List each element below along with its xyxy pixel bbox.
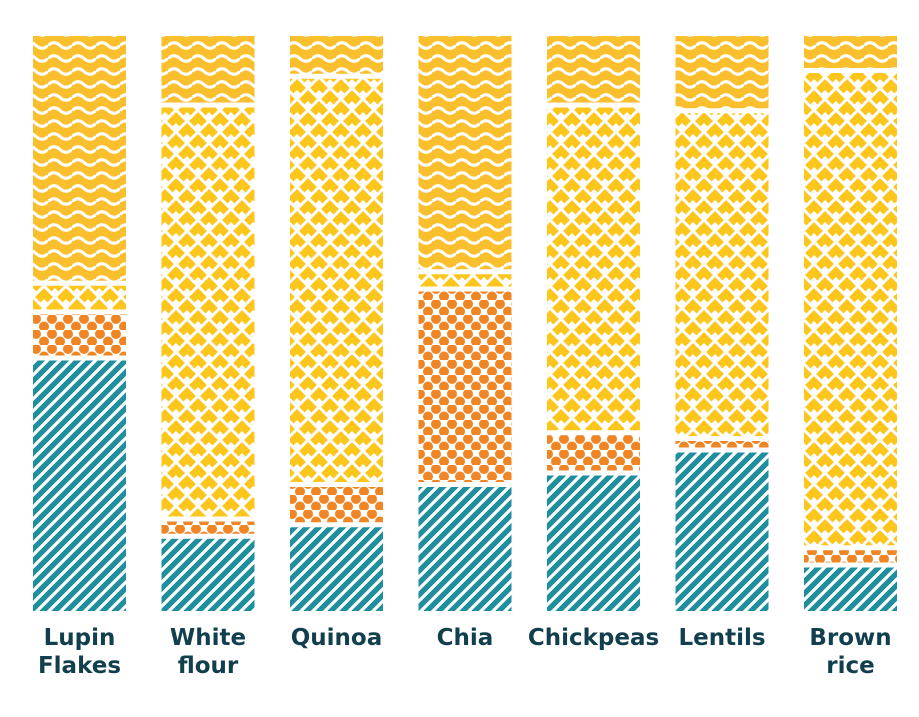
- bar-white-flour: [161, 36, 255, 611]
- bar-lentils: [675, 36, 769, 611]
- category-label-lentils: Lentils: [678, 625, 765, 651]
- bar-segment-waves-white-flour: [161, 36, 255, 103]
- category-label-brown-rice: Brown rice: [809, 625, 891, 679]
- category-label-chickpeas: Chickpeas: [528, 625, 659, 651]
- bar-segment-dots-white-flour: [161, 521, 255, 534]
- bar-segment-waves-chia: [418, 36, 512, 270]
- category-label-chia: Chia: [437, 625, 494, 651]
- category-labels: Lupin Flakes White flour Quinoa Chia Chickpeas…: [38, 625, 892, 679]
- bar-segment-dots-lentils: [675, 441, 769, 448]
- bar-segment-diamonds-chickpeas: [547, 107, 640, 431]
- bar-segment-diagonal-stripes-white-flour: [161, 538, 255, 611]
- bar-segment-diagonal-stripes-chia: [418, 487, 512, 611]
- bar-segment-diagonal-stripes-chickpeas: [547, 475, 640, 611]
- bar-segment-diagonal-stripes-lentils: [675, 452, 769, 611]
- bar-segment-diamonds-chia: [418, 274, 512, 287]
- bar-chia: [418, 36, 512, 611]
- bar-segment-diagonal-stripes-lupin-flakes: [33, 360, 126, 611]
- bar-lupin-flakes: [33, 36, 126, 611]
- bar-segment-dots-chia: [418, 291, 512, 482]
- bar-segment-dots-chickpeas: [547, 435, 640, 471]
- bar-quinoa: [290, 36, 383, 611]
- bar-segment-dots-quinoa: [290, 487, 383, 523]
- bar-segment-waves-quinoa: [290, 36, 383, 74]
- bar-segment-diamonds-lupin-flakes: [33, 285, 126, 310]
- category-label-quinoa: Quinoa: [291, 625, 383, 651]
- bar-brown-rice: [804, 36, 897, 611]
- bar-segment-diamonds-brown-rice: [804, 73, 897, 546]
- bar-segment-waves-lupin-flakes: [33, 36, 126, 281]
- category-label-white-flour: White flour: [170, 625, 246, 679]
- bar-segment-diamonds-lentils: [675, 113, 769, 436]
- bar-segment-diagonal-stripes-quinoa: [290, 527, 383, 611]
- bar-segment-diamonds-white-flour: [161, 107, 255, 517]
- bar-segment-dots-lupin-flakes: [33, 314, 126, 356]
- bars-layer: [33, 36, 897, 611]
- bar-segment-diagonal-stripes-brown-rice: [804, 567, 897, 611]
- bar-segment-diamonds-quinoa: [290, 78, 383, 482]
- bar-segment-waves-chickpeas: [547, 36, 640, 103]
- bar-chickpeas: [547, 36, 640, 611]
- bar-segment-dots-brown-rice: [804, 550, 897, 563]
- category-label-lupin-flakes: Lupin Flakes: [38, 625, 121, 679]
- bar-segment-waves-lentils: [675, 36, 769, 109]
- bar-segment-waves-brown-rice: [804, 36, 897, 68]
